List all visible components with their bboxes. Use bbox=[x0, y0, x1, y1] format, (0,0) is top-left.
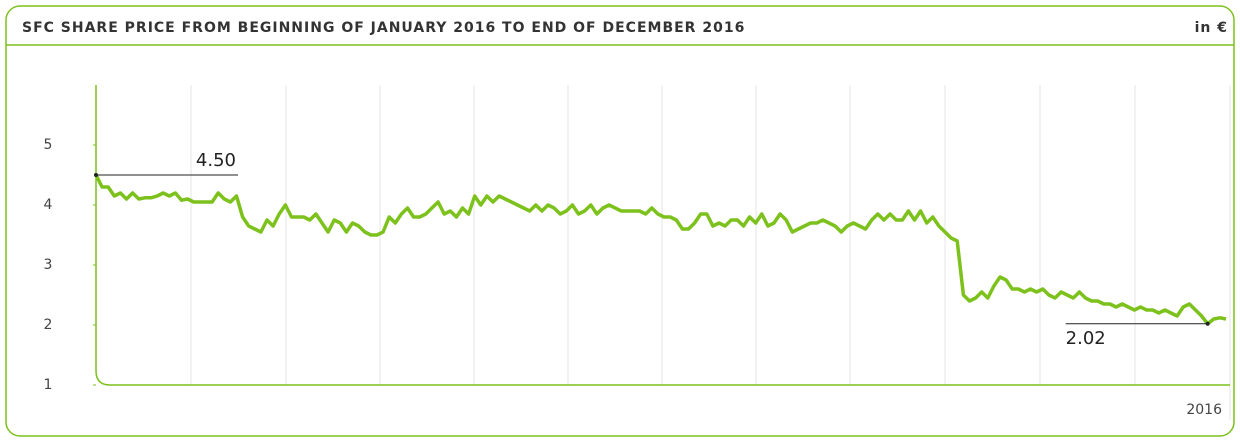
axis bbox=[95, 85, 1230, 386]
annotation-dot bbox=[94, 173, 98, 177]
y-tick-label: 4 bbox=[44, 197, 53, 213]
month-grid bbox=[190, 85, 1231, 420]
unit-label: in € bbox=[1195, 20, 1228, 36]
x-label: 2016 bbox=[1186, 402, 1222, 418]
price-line bbox=[94, 174, 1227, 326]
annotation-label: 4.50 bbox=[196, 150, 236, 171]
annotation-dot bbox=[1205, 321, 1210, 326]
y-tick-label: 3 bbox=[44, 257, 53, 273]
y-tick-label: 5 bbox=[44, 137, 53, 153]
annotation-label: 2.02 bbox=[1066, 328, 1106, 349]
y-tick-label: 2 bbox=[44, 317, 53, 333]
chart-title: SFC SHARE PRICE FROM BEGINNING OF JANUAR… bbox=[22, 20, 745, 36]
y-tick-label: 1 bbox=[44, 377, 53, 393]
frame bbox=[5, 5, 1235, 437]
